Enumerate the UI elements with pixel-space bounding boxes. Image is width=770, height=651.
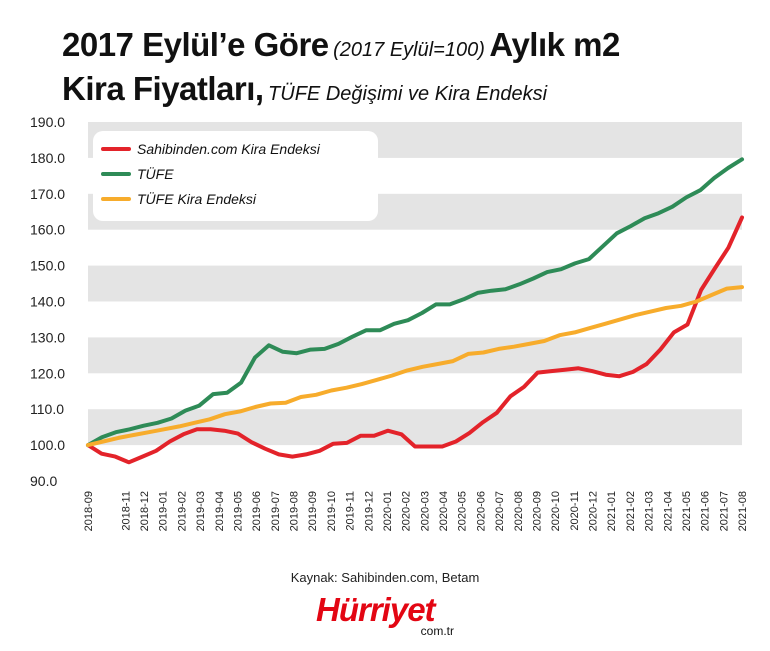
- x-tick-label: 2019-03: [195, 491, 207, 531]
- x-tick-label: 2021-04: [662, 491, 674, 531]
- x-tick-label: 2018-12: [139, 491, 151, 531]
- logo-wordmark: Hürriyet: [316, 591, 436, 628]
- title-note: (2017 Eylül=100): [333, 39, 485, 61]
- x-tick-label: 2020-11: [569, 491, 581, 531]
- title-line2: Kira Fiyatları,: [62, 70, 264, 107]
- y-tick-label: 170.0: [30, 186, 65, 202]
- x-tick-label: 2018-09: [83, 491, 95, 531]
- legend-box: [93, 131, 378, 221]
- x-tick-label: 2020-08: [513, 491, 525, 531]
- x-tick-label: 2020-06: [475, 491, 487, 531]
- chart-title-line1: 2017 Eylül’e Göre (2017 Eylül=100) Aylık…: [62, 26, 620, 64]
- x-tick-label: 2020-04: [438, 491, 450, 531]
- x-tick-label: 2021-05: [681, 491, 693, 531]
- title-part1: 2017 Eylül’e Göre: [62, 26, 329, 63]
- x-tick-label: 2020-03: [419, 491, 431, 531]
- y-tick-label: 150.0: [30, 258, 65, 274]
- y-tick-label: 140.0: [30, 294, 65, 310]
- x-tick-label: 2021-06: [700, 491, 712, 531]
- legend-label: Sahibinden.com Kira Endeksi: [137, 141, 321, 157]
- x-tick-label: 2019-05: [232, 491, 244, 531]
- title-part2: Aylık m2: [489, 26, 620, 63]
- x-tick-label: 2021-01: [606, 491, 618, 531]
- series-line-3: [86, 285, 744, 448]
- series-line-2: [86, 157, 744, 448]
- x-tick-label: 2020-07: [494, 491, 506, 531]
- x-tick-label: 2021-08: [737, 491, 749, 531]
- grid-band: [88, 265, 742, 302]
- y-tick-label: 100.0: [30, 437, 65, 453]
- x-tick-label: 2020-10: [550, 491, 562, 531]
- source-note: Kaynak: Sahibinden.com, Betam: [290, 570, 480, 585]
- x-tick-label: 2021-02: [625, 491, 637, 531]
- x-tick-label: 2019-07: [270, 491, 282, 531]
- y-tick-label: 120.0: [30, 365, 65, 381]
- y-tick-label: 90.0: [30, 473, 57, 489]
- logo-domain: com.tr: [420, 624, 454, 638]
- x-tick-label: 2019-01: [158, 491, 170, 531]
- y-tick-label: 130.0: [30, 329, 65, 345]
- y-tick-label: 190.0: [30, 114, 65, 130]
- x-tick-label: 2019-02: [176, 491, 188, 531]
- series-line-1: [86, 215, 744, 465]
- x-tick-label: 2019-08: [289, 491, 301, 531]
- legend-label: TÜFE Kira Endeksi: [137, 190, 257, 207]
- x-tick-label: 2020-05: [457, 491, 469, 531]
- y-tick-label: 180.0: [30, 150, 65, 166]
- x-tick-label: 2019-10: [326, 491, 338, 531]
- x-tick-label: 2019-06: [251, 491, 263, 531]
- x-tick-label: 2020-02: [401, 491, 413, 531]
- x-tick-label: 2020-12: [588, 491, 600, 531]
- x-tick-label: 2019-09: [307, 491, 319, 531]
- y-tick-label: 110.0: [30, 401, 64, 417]
- chart-subtitle: TÜFE Değişimi ve Kira Endeksi: [268, 83, 548, 105]
- x-tick-label: 2021-07: [718, 491, 730, 531]
- x-tick-label: 2019-04: [214, 491, 226, 531]
- grid-band: [88, 409, 742, 446]
- y-tick-label: 160.0: [30, 222, 65, 238]
- legend-label: TÜFE: [137, 165, 174, 182]
- x-tick-label: 2018-11: [120, 491, 132, 531]
- x-tick-label: 2019-12: [363, 491, 375, 531]
- x-tick-label: 2021-03: [644, 491, 656, 531]
- x-tick-label: 2020-09: [531, 491, 543, 531]
- line-chart: 90.0 100.0 110.0 120.0 130.0 140.0 150.0 160.0 1…: [30, 114, 749, 531]
- hurriyet-logo: Hürriyet com.tr: [316, 591, 456, 639]
- chart-title-line2: Kira Fiyatları, TÜFE Değişimi ve Kira En…: [62, 70, 547, 108]
- x-tick-label: 2020-01: [382, 491, 394, 531]
- x-tick-label: 2019-11: [345, 491, 357, 531]
